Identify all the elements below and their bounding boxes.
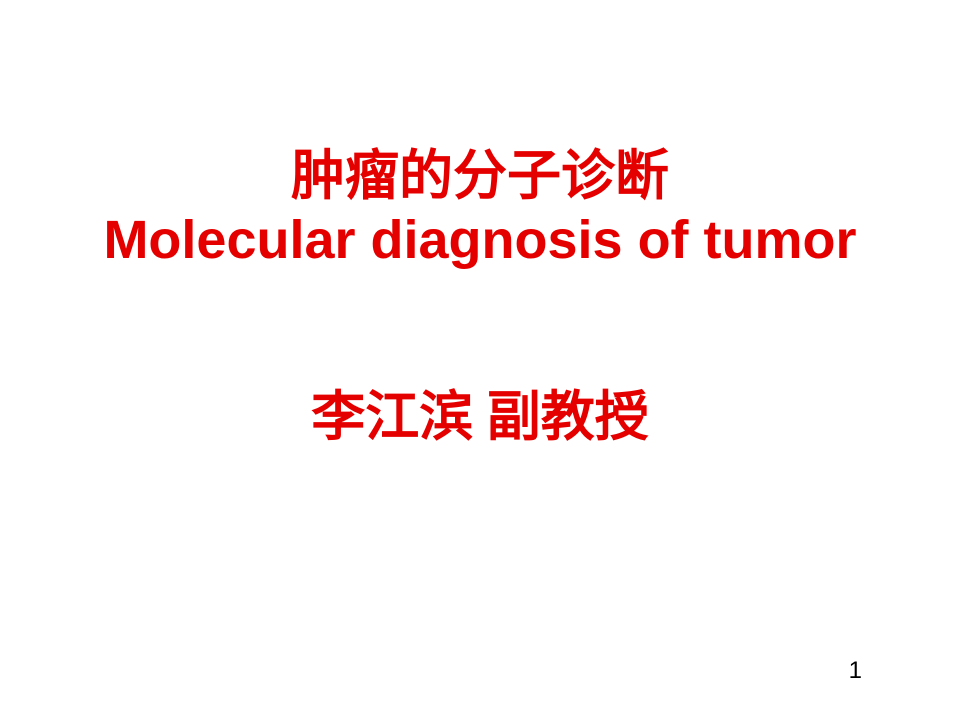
title-chinese: 肿瘤的分子诊断: [0, 145, 960, 207]
title-block: 肿瘤的分子诊断 Molecular diagnosis of tumor: [0, 145, 960, 271]
author-block: 李江滨 副教授: [0, 385, 960, 450]
slide: 肿瘤的分子诊断 Molecular diagnosis of tumor 李江滨…: [0, 0, 960, 720]
title-english: Molecular diagnosis of tumor: [0, 209, 960, 271]
page-number: 1: [849, 657, 862, 685]
author-name: 李江滨 副教授: [0, 385, 960, 450]
